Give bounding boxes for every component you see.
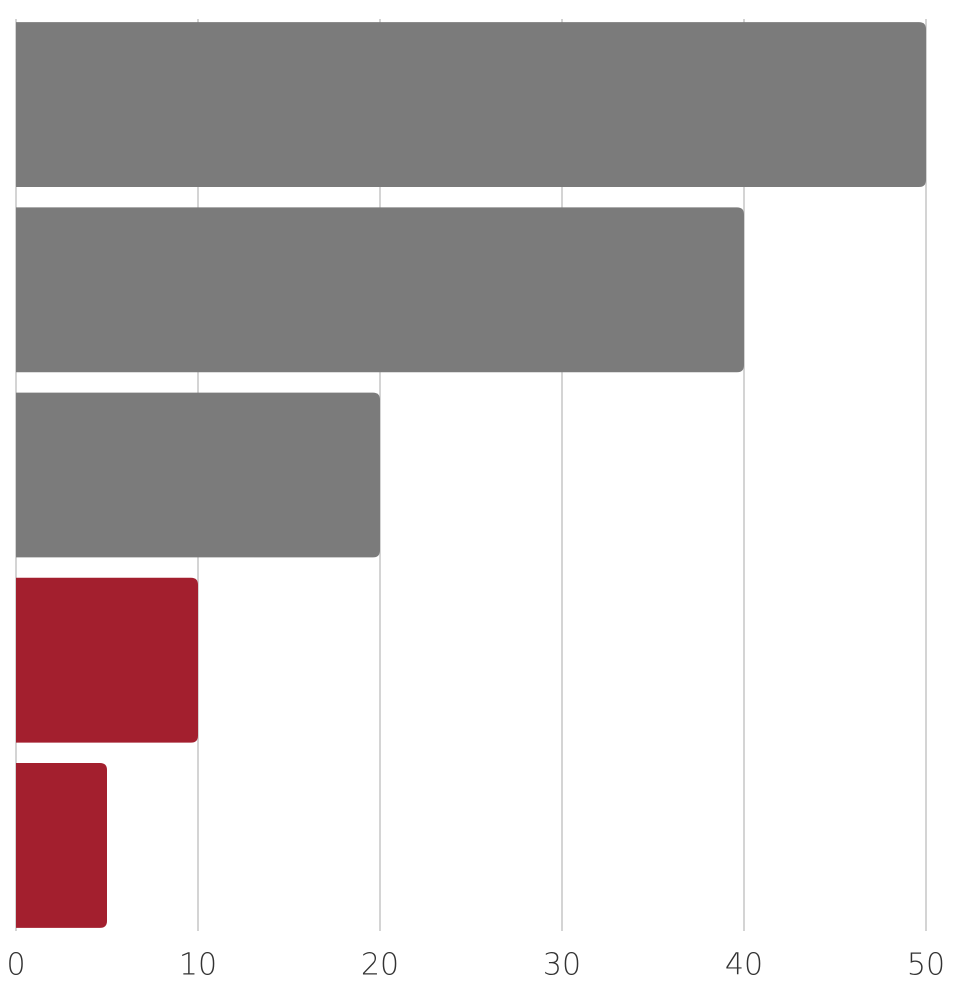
x-tick-label: 0 <box>6 948 25 983</box>
x-tick-label: 20 <box>361 948 399 983</box>
bar <box>16 392 380 558</box>
bar <box>16 22 926 188</box>
x-tick-label: 30 <box>543 948 581 983</box>
bar <box>16 762 107 928</box>
x-tick-label: 10 <box>179 948 217 983</box>
x-tick-label: 50 <box>907 948 945 983</box>
bar <box>16 577 198 743</box>
bar <box>16 207 744 373</box>
x-tick-label: 40 <box>725 948 763 983</box>
